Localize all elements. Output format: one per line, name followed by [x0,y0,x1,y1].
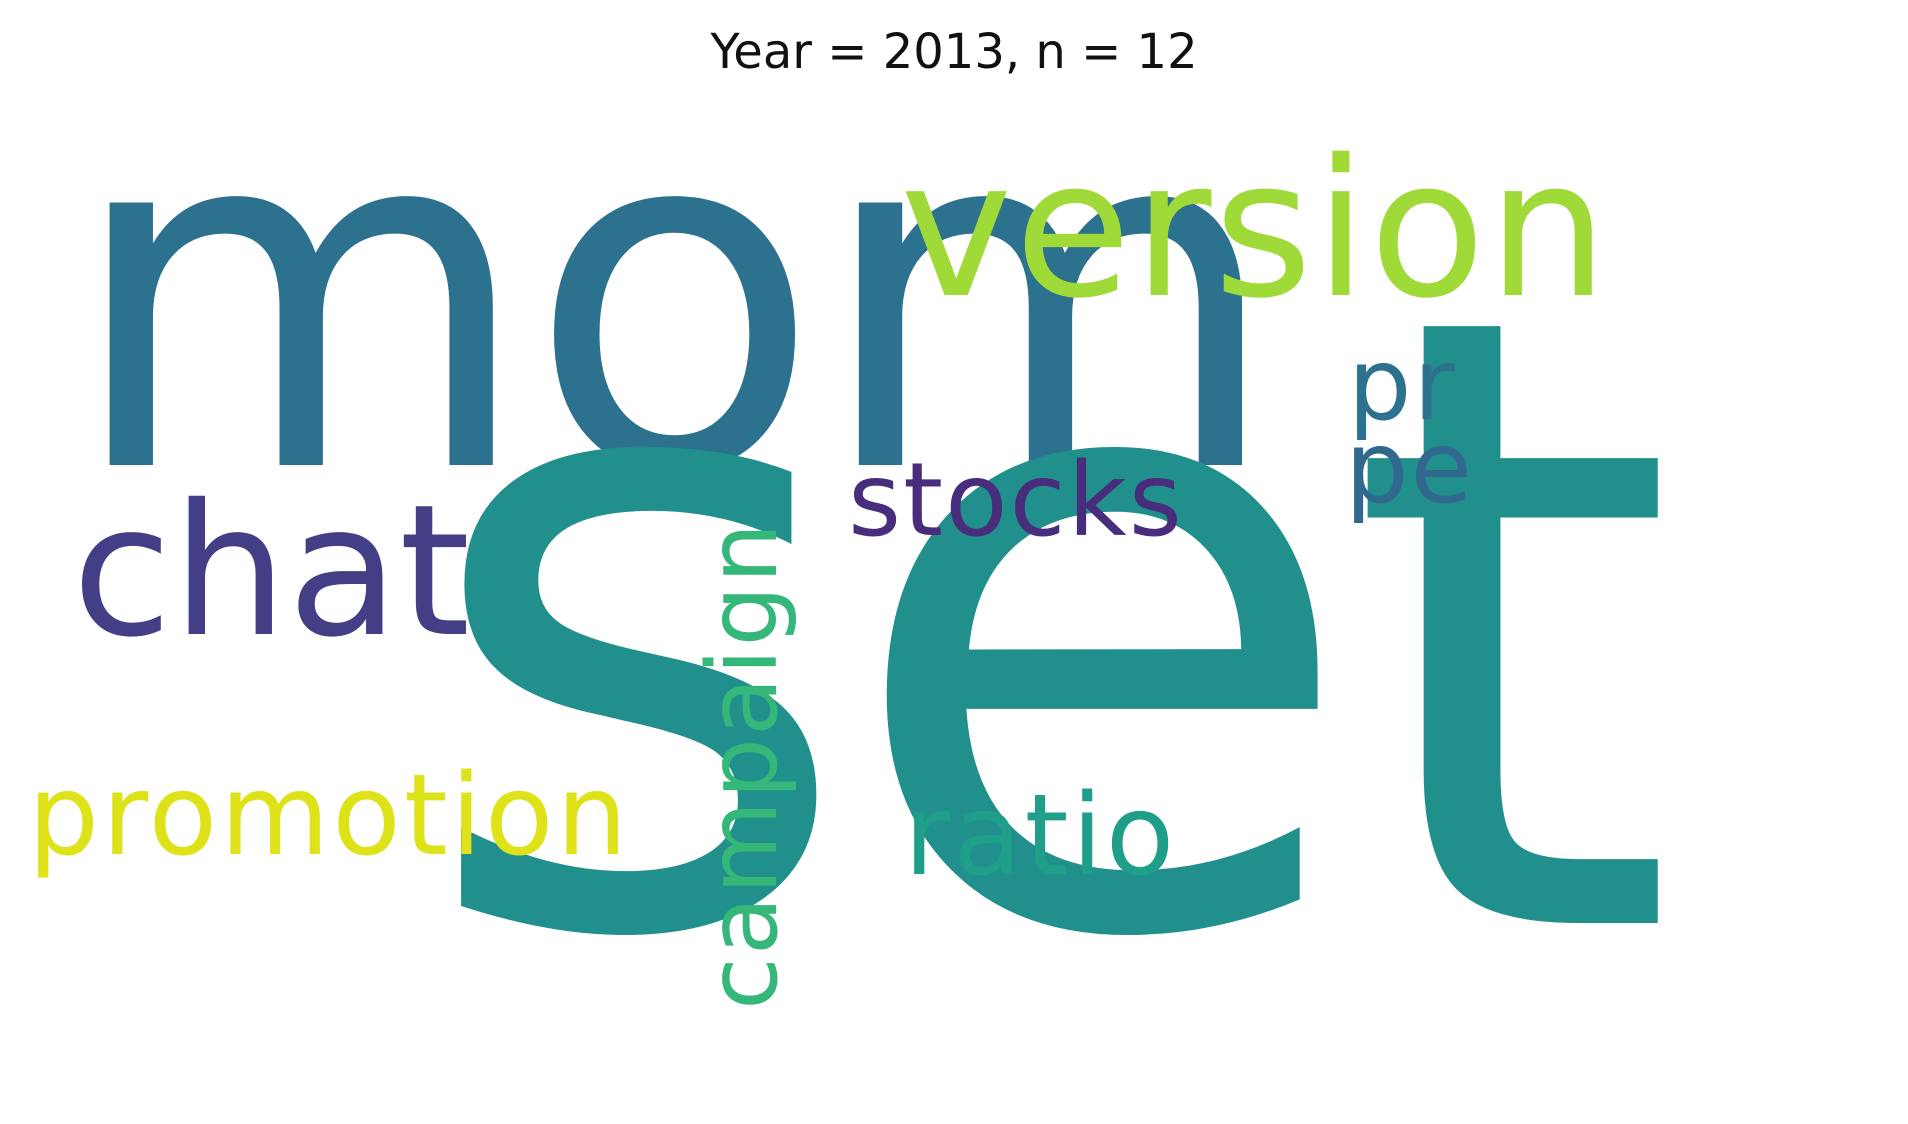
word-stocks: stocks [848,441,1184,560]
word-cloud: mom set version chat stocks pr pe campai… [28,20,1678,1055]
word-ratio: ratio [904,771,1178,901]
chart-title: Year = 2013, n = 12 [710,24,1198,80]
word-chat: chat [72,465,471,677]
word-campaign: campaign [687,520,799,1010]
word-pe: pe [1345,409,1474,526]
word-version: version [900,119,1610,340]
word-mom: mom [66,20,1283,579]
word-promotion: promotion [28,751,631,881]
word-set: set [415,135,1678,1124]
word-pr: pr [1348,326,1457,443]
